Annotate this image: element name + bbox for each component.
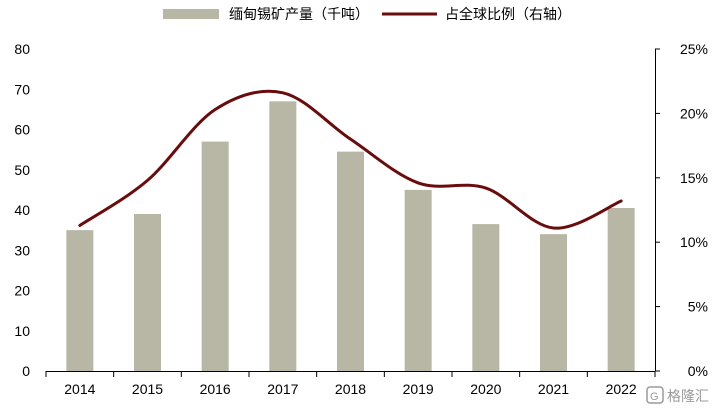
right-tick-label: 15% [680,170,708,186]
watermark-text: 格隆汇 [667,389,709,405]
legend-label-bar: 缅甸锡矿产量（千吨） [229,7,369,23]
x-tick-label: 2014 [64,381,95,397]
legend: 缅甸锡矿产量（千吨） 占全球比例（右轴） [163,6,571,23]
left-tick-label: 50 [14,162,30,178]
x-tick-label: 2020 [470,381,501,397]
watermark-logo-glyph: G [650,391,659,403]
bar-2021 [540,234,567,371]
x-axis-ticks: 2014 2015 2016 2017 2018 2019 2020 2021 2022 [45,371,656,397]
x-tick-label: 2015 [132,381,163,397]
bar-2014 [66,230,94,371]
right-tick-label: 5% [688,299,708,315]
left-tick-label: 30 [14,242,30,258]
legend-swatch-bar [163,9,219,19]
right-tick-label: 10% [680,234,708,250]
x-tick-label: 2016 [200,381,231,397]
x-tick-label: 2018 [335,381,366,397]
bar-2018 [337,151,364,371]
right-tick-label: 0% [688,363,708,379]
bar-2017 [269,101,297,371]
x-tick-label: 2019 [403,381,434,397]
left-tick-label: 70 [14,81,30,97]
bar-series [66,101,635,371]
left-tick-label: 0 [22,363,30,379]
x-tick-label: 2017 [267,381,298,397]
x-tick-label: 2021 [538,381,569,397]
bar-2015 [134,214,161,371]
left-tick-label: 10 [14,323,30,339]
bar-2022 [607,207,635,371]
left-tick-label: 20 [14,283,30,299]
left-axis-ticks: 0 10 20 30 40 50 60 70 80 [14,41,30,379]
legend-label-line: 占全球比例（右轴） [445,6,571,23]
bar-2016 [201,141,229,371]
left-tick-label: 80 [14,41,30,57]
left-tick-label: 60 [14,122,30,138]
bar-2019 [404,189,432,371]
line-series [78,89,623,230]
bar-2020 [472,224,500,371]
watermark: G 格隆汇 [646,386,709,405]
right-axis-ticks: 0% 5% 10% 15% 20% 25% [655,41,708,379]
watermark-logo-icon [646,386,664,404]
x-tick-label: 2022 [606,381,637,397]
left-tick-label: 40 [14,202,30,218]
right-tick-label: 20% [680,105,708,121]
right-tick-label: 25% [680,41,708,57]
